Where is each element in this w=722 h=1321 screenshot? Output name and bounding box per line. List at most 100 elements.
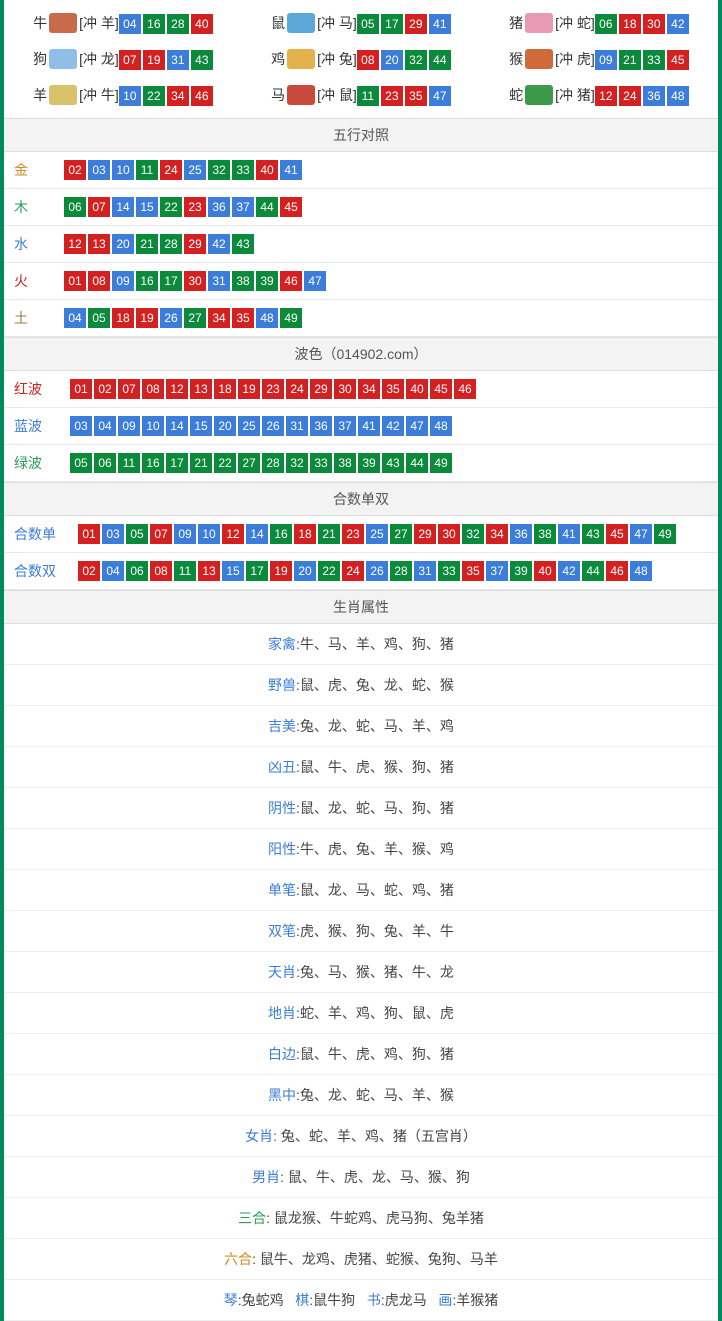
number-chip: 03 — [88, 160, 110, 180]
row-value: 0204060811131517192022242628313335373940… — [68, 553, 718, 590]
zodiac-clash: [冲 蛇] — [555, 13, 595, 33]
zodiac-clash: [冲 兔] — [317, 49, 357, 69]
number-chip: 23 — [262, 379, 284, 399]
number-chip: 23 — [342, 524, 364, 544]
number-chip: 42 — [382, 416, 404, 436]
number-chip: 33 — [310, 453, 332, 473]
row-value: 0103050709101214161821232527293032343638… — [68, 516, 718, 553]
number-chip: 22 — [214, 453, 236, 473]
table-row: 金02031011242532334041 — [4, 152, 718, 189]
number-chip: 13 — [88, 234, 110, 254]
four-arts-value: 兔蛇鸡 — [242, 1292, 284, 1308]
number-chip: 10 — [198, 524, 220, 544]
number-chip: 27 — [390, 524, 412, 544]
number-chip: 15 — [136, 197, 158, 217]
number-chip: 25 — [366, 524, 388, 544]
row-key: 木 — [4, 189, 54, 226]
number-chip: 26 — [262, 416, 284, 436]
number-chip: 29 — [184, 234, 206, 254]
number-chip: 04 — [94, 416, 116, 436]
number-chip: 02 — [64, 160, 86, 180]
number-row: 10223446 — [119, 86, 213, 106]
number-chip: 28 — [390, 561, 412, 581]
number-chip: 20 — [214, 416, 236, 436]
zodiac-icon — [287, 85, 315, 105]
attr-cell: 琴:兔蛇鸡 棋:鼠牛狗 书:虎龙马 画:羊猴猪 — [4, 1280, 718, 1321]
zodiac-name: 猴 — [509, 49, 523, 69]
number-row: 09213345 — [595, 50, 689, 70]
attr-value: 兔、龙、蛇、马、羊、猴 — [300, 1087, 454, 1103]
number-list: 0108091617303138394647 — [64, 271, 708, 291]
zodiac-grid: 牛[冲 羊]04162840鼠[冲 马]05172941猪[冲 蛇]061830… — [4, 0, 718, 118]
number-chip: 04 — [102, 561, 124, 581]
row-key: 绿波 — [4, 445, 60, 482]
number-chip: 40 — [406, 379, 428, 399]
zodiac-clash: [冲 羊] — [79, 13, 119, 33]
number-chip: 05 — [88, 308, 110, 328]
attr-row: 阴性:鼠、龙、蛇、马、狗、猪 — [4, 788, 718, 829]
table-row: 土04051819262734354849 — [4, 300, 718, 337]
attr-value: 鼠、龙、马、蛇、鸡、猪 — [300, 882, 454, 898]
number-chip: 25 — [238, 416, 260, 436]
attr-label: 单笔 — [268, 882, 296, 898]
attr-label: 凶丑 — [268, 759, 296, 775]
zodiac-clash: [冲 牛] — [79, 85, 119, 105]
zodiac-title: 鸡[冲 兔] — [271, 49, 357, 69]
number-chip: 42 — [208, 234, 230, 254]
four-arts-value: 鼠牛狗 — [313, 1292, 355, 1308]
number-row: 11233547 — [357, 86, 451, 106]
four-arts-label: 书 — [367, 1292, 381, 1308]
attr-label: 男肖 — [252, 1169, 280, 1185]
attr-cell: 女肖: 兔、蛇、羊、鸡、猪（五宫肖） — [4, 1116, 718, 1157]
number-chip: 18 — [294, 524, 316, 544]
number-chip: 12 — [166, 379, 188, 399]
number-chip: 33 — [643, 50, 665, 70]
zodiac-cell: 马[冲 鼠]11233547 — [242, 78, 480, 114]
number-chip: 13 — [198, 561, 220, 581]
section-header-heshu: 合数单双 — [4, 482, 718, 516]
number-chip: 04 — [119, 14, 141, 34]
number-chip: 14 — [246, 524, 268, 544]
number-chip: 28 — [167, 14, 189, 34]
attr-row: 家禽:牛、马、羊、鸡、狗、猪 — [4, 624, 718, 665]
number-chip: 41 — [558, 524, 580, 544]
zodiac-title: 猴[冲 虎] — [509, 49, 595, 69]
attr-label: 女肖 — [245, 1128, 273, 1144]
table-row: 合数单0103050709101214161821232527293032343… — [4, 516, 718, 553]
attr-value: 鼠龙猴、牛蛇鸡、虎马狗、兔羊猪 — [274, 1210, 484, 1226]
number-chip: 47 — [429, 86, 451, 106]
attr-cell: 野兽:鼠、虎、兔、龙、蛇、猴 — [4, 665, 718, 706]
attr-row-four-arts: 琴:兔蛇鸡 棋:鼠牛狗 书:虎龙马 画:羊猴猪 — [4, 1280, 718, 1321]
number-chip: 08 — [357, 50, 379, 70]
bose-table: 红波0102070812131819232429303435404546蓝波03… — [4, 371, 718, 482]
number-chip: 35 — [232, 308, 254, 328]
number-list: 1213202128294243 — [64, 234, 708, 254]
number-chip: 16 — [142, 453, 164, 473]
attr-value: 牛、马、羊、鸡、狗、猪 — [300, 636, 454, 652]
number-chip: 19 — [270, 561, 292, 581]
number-chip: 26 — [366, 561, 388, 581]
number-chip: 32 — [405, 50, 427, 70]
four-arts-value: 羊猴猪 — [456, 1292, 498, 1308]
number-list: 03040910141520252631363741424748 — [70, 416, 708, 436]
zodiac-name: 鼠 — [271, 13, 285, 33]
number-chip: 34 — [208, 308, 230, 328]
number-chip: 10 — [142, 416, 164, 436]
number-chip: 38 — [334, 453, 356, 473]
number-row: 07193143 — [119, 50, 213, 70]
number-chip: 48 — [430, 416, 452, 436]
number-chip: 44 — [582, 561, 604, 581]
number-chip: 16 — [136, 271, 158, 291]
number-chip: 38 — [534, 524, 556, 544]
attr-value: 鼠、龙、蛇、马、狗、猪 — [300, 800, 454, 816]
number-chip: 46 — [280, 271, 302, 291]
number-chip: 30 — [184, 271, 206, 291]
zodiac-cell: 猪[冲 蛇]06183042 — [480, 6, 718, 42]
number-chip: 11 — [174, 561, 196, 581]
number-chip: 16 — [143, 14, 165, 34]
number-chip: 12 — [595, 86, 617, 106]
row-value: 0108091617303138394647 — [54, 263, 718, 300]
number-chip: 43 — [191, 50, 213, 70]
row-key: 水 — [4, 226, 54, 263]
number-chip: 05 — [357, 14, 379, 34]
